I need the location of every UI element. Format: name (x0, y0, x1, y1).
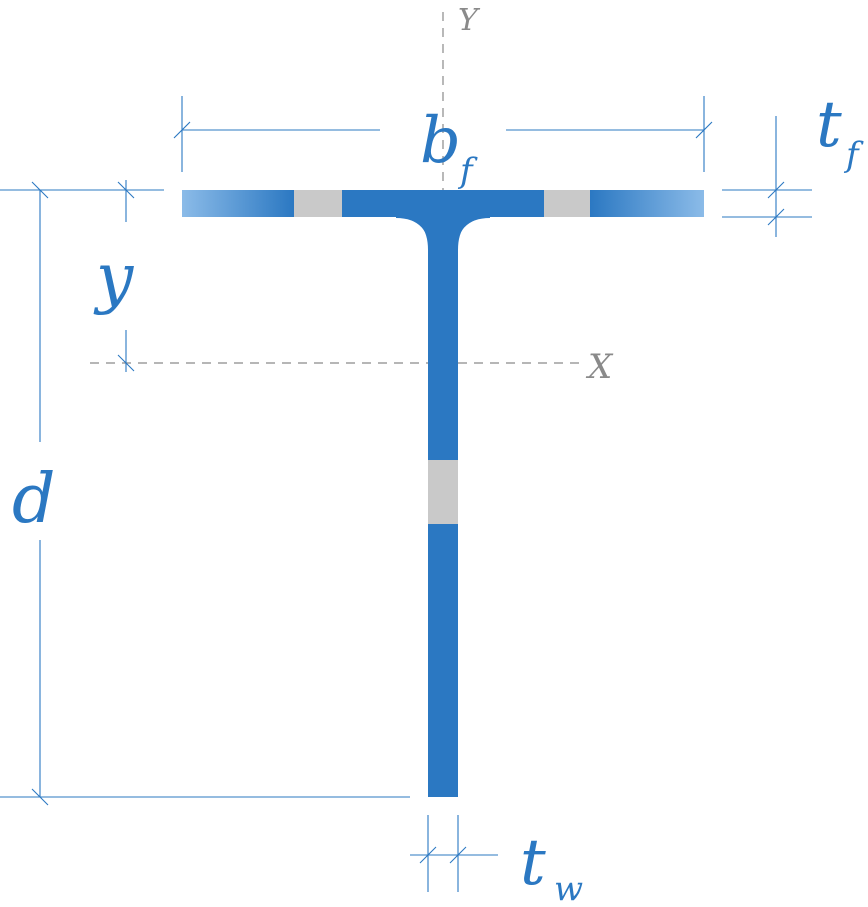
centroid-distance-label: y (93, 239, 134, 316)
tee-section (182, 190, 704, 797)
flange-right-part (590, 190, 704, 217)
depth-label: d (12, 460, 56, 539)
flange-center-part (342, 190, 544, 217)
centroid-distance-dimension (117, 180, 135, 372)
web-fillet-right (456, 216, 490, 255)
web-thickness-label: t (520, 826, 546, 900)
web-lower (428, 524, 458, 797)
flange-width-label: b (420, 104, 461, 178)
web-fillet-left (396, 216, 430, 255)
web-thickness-dimension (410, 815, 498, 892)
flange-width-dimension (173, 96, 713, 172)
y-axis-label: Y (458, 3, 481, 38)
depth-dimension (0, 181, 410, 806)
flange-thickness-label: t (816, 88, 842, 162)
flange-left-part (182, 190, 294, 217)
flange-hatch-left (294, 190, 342, 217)
x-axis-label: X (585, 347, 614, 387)
web-upper (428, 216, 458, 460)
flange-thickness-dimension (722, 116, 812, 237)
flange-hatch-right (544, 190, 590, 217)
web-thickness-subscript: w (554, 869, 583, 907)
flange-thickness-subscript: f (843, 135, 864, 175)
flange-width-subscript: f (457, 151, 478, 191)
web-hatch (428, 460, 458, 524)
